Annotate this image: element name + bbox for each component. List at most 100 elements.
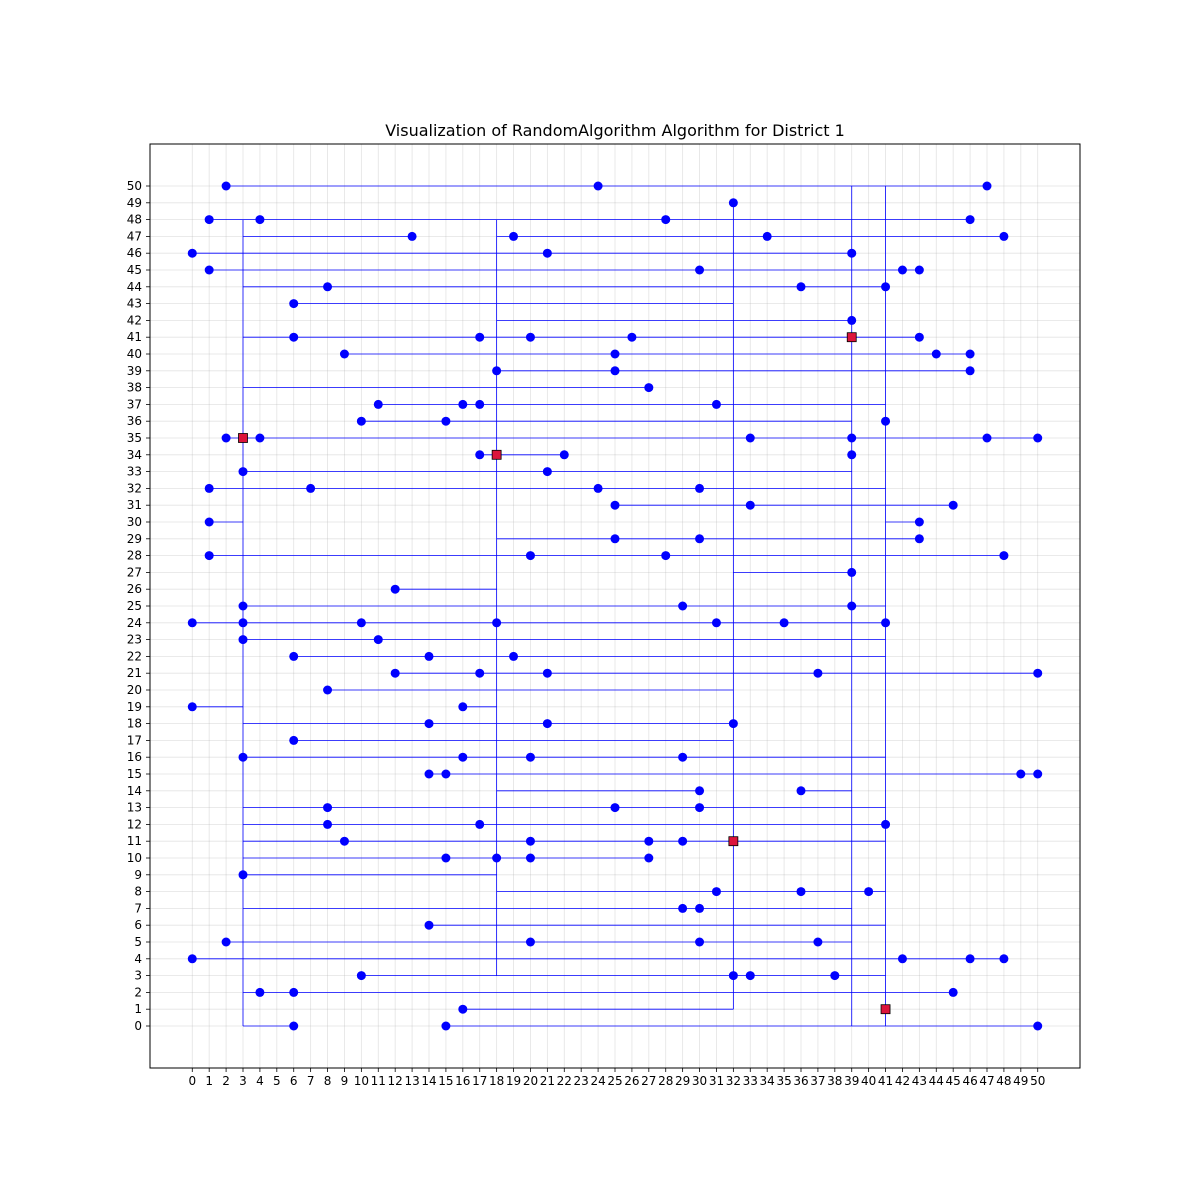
y-tick-label: 7 bbox=[134, 901, 142, 915]
house-point bbox=[610, 366, 620, 376]
house-point bbox=[238, 467, 248, 477]
house-point bbox=[373, 399, 383, 409]
house-point bbox=[762, 231, 772, 241]
y-tick-label: 30 bbox=[127, 515, 142, 529]
x-axis-ticks: 0 1 2 3 4 5 6 7 8 9 10 11 12 13 14 15 16 17 18 19 20 21 22 23 24… bbox=[188, 1068, 1045, 1088]
x-tick-label: 33 bbox=[743, 1074, 758, 1088]
battery-layer bbox=[238, 332, 891, 1015]
x-tick-label: 28 bbox=[658, 1074, 673, 1088]
y-tick-label: 27 bbox=[127, 565, 142, 579]
house-point bbox=[475, 332, 485, 342]
house-point bbox=[289, 332, 299, 342]
house-point bbox=[492, 618, 502, 628]
house-point bbox=[475, 450, 485, 460]
house-point bbox=[813, 937, 823, 947]
house-point bbox=[424, 651, 434, 661]
x-tick-label: 31 bbox=[709, 1074, 724, 1088]
house-point bbox=[475, 668, 485, 678]
house-point bbox=[711, 887, 721, 897]
house-point bbox=[695, 803, 705, 813]
house-point bbox=[610, 500, 620, 510]
x-tick-label: 44 bbox=[929, 1074, 944, 1088]
house-point bbox=[678, 836, 688, 846]
y-tick-label: 29 bbox=[127, 532, 142, 546]
house-point bbox=[864, 887, 874, 897]
y-tick-label: 24 bbox=[127, 616, 142, 630]
y-tick-label: 10 bbox=[127, 851, 142, 865]
house-point bbox=[881, 282, 891, 292]
house-point bbox=[881, 618, 891, 628]
house-point bbox=[914, 517, 924, 527]
house-point bbox=[204, 517, 214, 527]
house-point bbox=[661, 215, 671, 225]
house-point bbox=[390, 668, 400, 678]
house-point bbox=[204, 265, 214, 275]
house-point bbox=[289, 987, 299, 997]
house-layer bbox=[187, 181, 1043, 1031]
y-tick-label: 12 bbox=[127, 817, 142, 831]
y-tick-label: 13 bbox=[127, 801, 142, 815]
y-tick-label: 8 bbox=[134, 885, 142, 899]
house-point bbox=[204, 483, 214, 493]
y-tick-label: 38 bbox=[127, 381, 142, 395]
y-tick-label: 21 bbox=[127, 666, 142, 680]
battery-marker bbox=[728, 836, 739, 847]
house-point bbox=[914, 534, 924, 544]
x-tick-label: 11 bbox=[371, 1074, 386, 1088]
x-tick-label: 15 bbox=[438, 1074, 453, 1088]
house-point bbox=[1033, 1021, 1043, 1031]
house-point bbox=[238, 618, 248, 628]
house-point bbox=[661, 551, 671, 561]
house-point bbox=[728, 719, 738, 729]
x-tick-label: 14 bbox=[421, 1074, 436, 1088]
house-point bbox=[1016, 769, 1026, 779]
y-tick-label: 28 bbox=[127, 549, 142, 563]
house-point bbox=[542, 668, 552, 678]
house-point bbox=[745, 433, 755, 443]
house-point bbox=[847, 433, 857, 443]
house-point bbox=[897, 265, 907, 275]
house-point bbox=[695, 534, 705, 544]
house-point bbox=[627, 332, 637, 342]
y-tick-label: 46 bbox=[127, 246, 142, 260]
y-tick-label: 0 bbox=[134, 1019, 142, 1033]
house-point bbox=[204, 551, 214, 561]
house-point bbox=[289, 299, 299, 309]
y-tick-label: 44 bbox=[127, 280, 142, 294]
house-point bbox=[289, 651, 299, 661]
house-point bbox=[221, 937, 231, 947]
house-point bbox=[424, 719, 434, 729]
house-point bbox=[999, 551, 1009, 561]
house-point bbox=[356, 416, 366, 426]
x-tick-label: 40 bbox=[861, 1074, 876, 1088]
house-point bbox=[847, 567, 857, 577]
house-point bbox=[948, 987, 958, 997]
y-tick-label: 50 bbox=[127, 179, 142, 193]
house-point bbox=[289, 735, 299, 745]
x-tick-label: 47 bbox=[979, 1074, 994, 1088]
x-tick-label: 18 bbox=[489, 1074, 504, 1088]
house-point bbox=[695, 937, 705, 947]
y-tick-label: 33 bbox=[127, 465, 142, 479]
house-point bbox=[965, 349, 975, 359]
y-tick-label: 39 bbox=[127, 364, 142, 378]
x-tick-label: 22 bbox=[557, 1074, 572, 1088]
x-tick-label: 46 bbox=[962, 1074, 977, 1088]
house-point bbox=[323, 685, 333, 695]
house-point bbox=[711, 618, 721, 628]
battery-marker bbox=[238, 433, 248, 443]
house-point bbox=[525, 752, 535, 762]
y-tick-label: 31 bbox=[127, 498, 142, 512]
house-point bbox=[407, 231, 417, 241]
house-point bbox=[441, 416, 451, 426]
y-tick-label: 19 bbox=[127, 700, 142, 714]
x-tick-label: 2 bbox=[222, 1074, 230, 1088]
house-point bbox=[914, 265, 924, 275]
y-tick-label: 47 bbox=[127, 229, 142, 243]
house-point bbox=[1033, 769, 1043, 779]
house-point bbox=[509, 231, 519, 241]
x-tick-label: 13 bbox=[404, 1074, 419, 1088]
house-point bbox=[965, 215, 975, 225]
y-tick-label: 16 bbox=[127, 750, 142, 764]
